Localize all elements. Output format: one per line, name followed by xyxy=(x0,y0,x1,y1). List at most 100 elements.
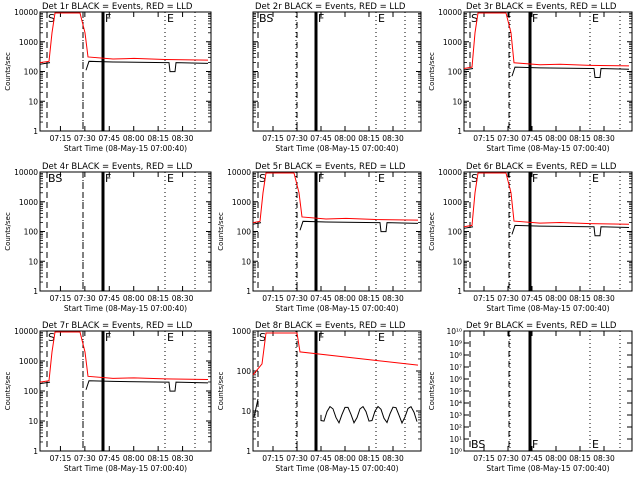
x-tick-label: 07:45 xyxy=(310,294,332,303)
y-tick-label: 10⁵ xyxy=(449,387,462,396)
panel-det-7: Det 7r BLACK = Events, RED = LLD 1 10 100 10… xyxy=(4,321,212,473)
panel-title: Det 1r BLACK = Events, RED = LLD xyxy=(42,2,193,12)
y-tick-label: 10 xyxy=(452,97,462,106)
x-tick-label: 08:15 xyxy=(147,454,169,463)
marker-label-BS: BS xyxy=(259,12,273,25)
x-tick-label: 07:15 xyxy=(473,454,495,463)
x-axis-label: Start Time (08-May-15 07:00:40) xyxy=(486,464,609,473)
x-tick-label: 08:00 xyxy=(123,134,145,143)
x-tick-label: 07:15 xyxy=(473,134,495,143)
marker-label-F: F xyxy=(318,331,324,344)
x-tick-label: 07:15 xyxy=(262,454,284,463)
plot-frame xyxy=(252,11,422,132)
x-axis-label: Start Time (08-May-15 07:00:40) xyxy=(64,464,187,473)
y-tick-label: 10000 xyxy=(438,168,462,177)
y-tick-label: 1000 xyxy=(19,357,38,366)
marker-label-E: E xyxy=(378,331,385,344)
panel-title: Det 7r BLACK = Events, RED = LLD xyxy=(42,321,193,331)
x-tick-label: 08:00 xyxy=(334,294,356,303)
plot-frame xyxy=(463,171,633,292)
series-lld-line xyxy=(39,331,209,383)
marker-label-E: E xyxy=(592,438,599,451)
panel-title: Det 6r BLACK = Events, RED = LLD xyxy=(466,162,617,172)
x-axis-label: Start Time (08-May-15 07:00:40) xyxy=(275,144,398,153)
x-tick-label: 07:45 xyxy=(310,134,332,143)
panel-det-4: Det 4r BLACK = Events, RED = LLD 1 10 100 10… xyxy=(4,162,212,313)
x-tick-label: 08:00 xyxy=(545,294,567,303)
y-axis-label: Counts/sec xyxy=(4,212,12,251)
y-tick-label: 10000 xyxy=(438,8,462,17)
x-tick-label: 08:00 xyxy=(545,134,567,143)
x-tick-label: 08:30 xyxy=(172,134,194,143)
marker-label-E: E xyxy=(167,331,174,344)
y-axis-label: Counts/sec xyxy=(217,372,225,411)
marker-label-S: S xyxy=(471,12,478,25)
y-tick-label: 1000 xyxy=(443,38,462,47)
x-tick-label: 08:30 xyxy=(593,454,615,463)
y-tick-label: 100 xyxy=(237,228,252,237)
y-tick-label: 10¹⁰ xyxy=(446,327,462,336)
x-tick-label: 07:30 xyxy=(497,134,519,143)
x-axis-label: Start Time (08-May-15 07:00:40) xyxy=(275,304,398,313)
y-tick-label: 10000 xyxy=(14,8,38,17)
panel-det-6: Det 6r BLACK = Events, RED = LLD 1 10 100 10… xyxy=(428,162,633,313)
y-tick-label: 1 xyxy=(33,127,38,136)
marker-label-F: F xyxy=(105,331,111,344)
x-tick-label: 07:30 xyxy=(497,294,519,303)
marker-label-F: F xyxy=(532,438,538,451)
x-tick-label: 07:15 xyxy=(50,454,72,463)
x-tick-label: 07:45 xyxy=(98,454,120,463)
x-tick-label: 08:00 xyxy=(123,294,145,303)
x-tick-label: 08:00 xyxy=(334,454,356,463)
x-tick-label: 08:15 xyxy=(147,294,169,303)
x-tick-label: 08:15 xyxy=(569,134,591,143)
plot-frame xyxy=(252,171,422,292)
x-tick-label: 07:15 xyxy=(50,294,72,303)
x-tick-label: 07:30 xyxy=(74,134,96,143)
y-axis-label: Counts/sec xyxy=(428,52,436,91)
plot-frame xyxy=(463,11,633,132)
x-axis-label: Start Time (08-May-15 07:00:40) xyxy=(486,304,609,313)
x-tick-label: 08:00 xyxy=(123,454,145,463)
x-tick-label: 07:30 xyxy=(286,454,308,463)
x-tick-label: 08:30 xyxy=(382,454,404,463)
plot-frame xyxy=(39,330,212,452)
x-axis-label: Start Time (08-May-15 07:00:40) xyxy=(64,304,187,313)
marker-label-E: E xyxy=(167,172,174,185)
marker-label-S: S xyxy=(259,172,266,185)
y-tick-label: 10⁹ xyxy=(449,339,462,348)
y-tick-label: 10³ xyxy=(449,411,462,420)
marker-label-E: E xyxy=(167,12,174,25)
x-tick-label: 07:30 xyxy=(74,294,96,303)
marker-label-BS: BS xyxy=(48,172,62,185)
marker-label-S: S xyxy=(471,172,478,185)
x-tick-label: 07:15 xyxy=(262,294,284,303)
series-events-line xyxy=(463,224,630,237)
marker-label-E: E xyxy=(592,172,599,185)
marker-label-E: E xyxy=(592,12,599,25)
marker-label-F: F xyxy=(532,172,538,185)
x-tick-label: 07:45 xyxy=(521,134,543,143)
y-tick-label: 10000 xyxy=(14,327,38,336)
panel-det-1: Det 1r BLACK = Events, RED = LLD 1 10 100 10… xyxy=(4,2,212,153)
y-axis-label: Counts/sec xyxy=(428,372,436,411)
x-tick-label: 07:45 xyxy=(310,454,332,463)
panel-title: Det 4r BLACK = Events, RED = LLD xyxy=(42,162,193,172)
series-lld-line xyxy=(252,332,419,376)
y-tick-label: 1000 xyxy=(19,38,38,47)
x-axis-label: Start Time (08-May-15 07:00:40) xyxy=(64,144,187,153)
x-axis-label: Start Time (08-May-15 07:00:40) xyxy=(275,464,398,473)
y-tick-label: 100 xyxy=(24,68,39,77)
plot-frame xyxy=(252,330,422,452)
y-tick-label: 10⁶ xyxy=(449,375,462,384)
marker-label-F: F xyxy=(532,12,538,25)
y-tick-label: 10⁴ xyxy=(449,399,462,408)
marker-label-E: E xyxy=(378,12,385,25)
panel-title: Det 5r BLACK = Events, RED = LLD xyxy=(255,162,406,172)
panel-title: Det 8r BLACK = Events, RED = LLD xyxy=(255,321,406,331)
marker-label-F: F xyxy=(105,12,111,25)
x-tick-label: 07:45 xyxy=(98,294,120,303)
panel-det-5: Det 5r BLACK = Events, RED = LLD 1 10 100 10… xyxy=(217,162,422,313)
y-axis-label: Counts/sec xyxy=(4,52,12,91)
